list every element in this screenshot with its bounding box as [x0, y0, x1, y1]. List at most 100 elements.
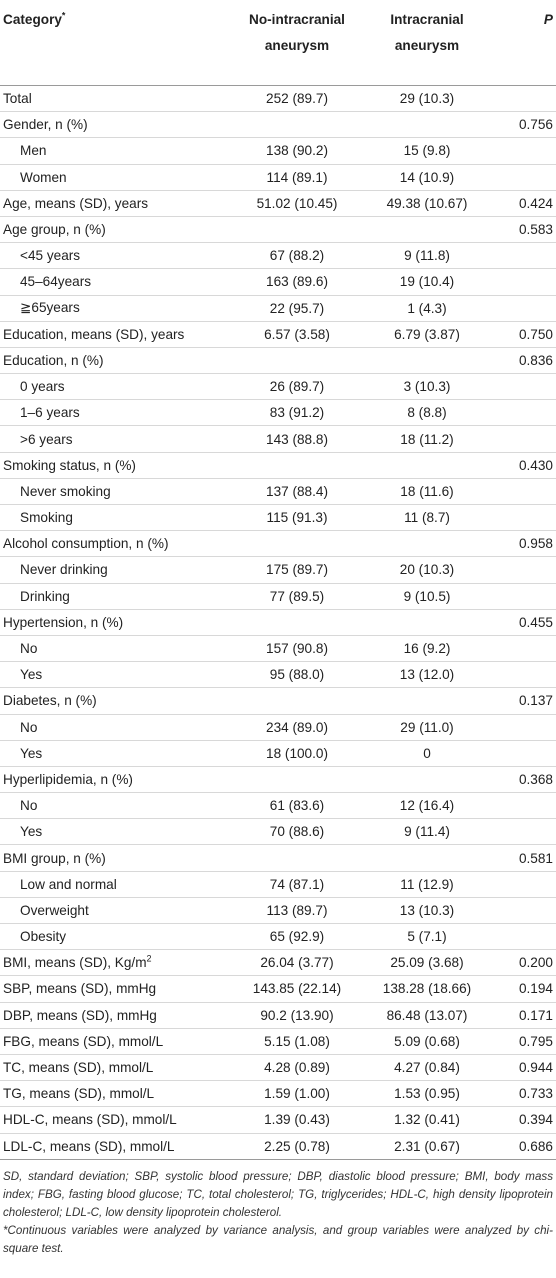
cell-p-value: 0.795 [492, 1028, 556, 1055]
table-row: Gender, n (%) 0.756 [0, 111, 556, 139]
table-footnotes: SD, standard deviation; SBP, systolic bl… [0, 1160, 556, 1258]
table-row: Age, means (SD), years 51.02 (10.45) 49.38… [0, 190, 556, 217]
cell-p-value [492, 714, 556, 741]
row-label: SBP, means (SD), mmHg [0, 975, 232, 1003]
table-row: BMI, means (SD), Kg/m2 26.04 (3.77) 25.09 … [0, 949, 556, 977]
cell-aneurysm: 5 (7.1) [362, 923, 492, 951]
table-row: 45–64years 163 (89.6) 19 (10.4) [0, 268, 556, 296]
cell-p-value: 0.137 [492, 687, 556, 715]
cell-p-value: 0.194 [492, 975, 556, 1003]
header-category-label: Category [3, 12, 62, 27]
cell-no-aneurysm: 4.28 (0.89) [232, 1054, 362, 1082]
cell-no-aneurysm: 95 (88.0) [232, 661, 362, 689]
row-label: <45 years [0, 242, 232, 270]
cell-aneurysm [362, 216, 492, 244]
row-label: TC, means (SD), mmol/L [0, 1054, 232, 1082]
cell-p-value [492, 85, 556, 113]
cell-p-value [492, 399, 556, 427]
table-row: <45 years 67 (88.2) 9 (11.8) [0, 242, 556, 270]
row-label: No [0, 714, 232, 741]
cell-no-aneurysm: 143 (88.8) [232, 425, 362, 453]
cell-p-value: 0.200 [492, 949, 556, 977]
cell-aneurysm: 29 (11.0) [362, 714, 492, 741]
row-label: HDL-C, means (SD), mmol/L [0, 1106, 232, 1134]
row-label: BMI group, n (%) [0, 844, 232, 872]
row-label: Age group, n (%) [0, 216, 232, 244]
cell-no-aneurysm: 1.39 (0.43) [232, 1106, 362, 1134]
row-label: 1–6 years [0, 399, 232, 427]
cell-p-value [492, 504, 556, 532]
cell-p-value [492, 635, 556, 663]
cell-no-aneurysm: 143.85 (22.14) [232, 975, 362, 1003]
cell-aneurysm: 18 (11.6) [362, 478, 492, 506]
row-label: Diabetes, n (%) [0, 687, 232, 715]
cell-p-value: 0.424 [492, 190, 556, 217]
cell-aneurysm: 9 (11.8) [362, 242, 492, 270]
table-row: SBP, means (SD), mmHg 143.85 (22.14) 138.2… [0, 975, 556, 1003]
table-row: No 157 (90.8) 16 (9.2) [0, 635, 556, 663]
cell-no-aneurysm: 175 (89.7) [232, 556, 362, 584]
row-label: Overweight [0, 897, 232, 925]
cell-aneurysm: 9 (11.4) [362, 818, 492, 846]
table-row: Yes 18 (100.0) 0 [0, 740, 556, 767]
cell-p-value: 0.394 [492, 1106, 556, 1134]
cell-p-value: 0.750 [492, 321, 556, 348]
table-row: Women 114 (89.1) 14 (10.9) [0, 164, 556, 191]
cell-no-aneurysm [232, 687, 362, 715]
cell-no-aneurysm: 67 (88.2) [232, 242, 362, 270]
row-label: Low and normal [0, 871, 232, 898]
cell-p-value [492, 295, 556, 322]
cell-p-value: 0.733 [492, 1080, 556, 1108]
cell-p-value [492, 556, 556, 584]
cell-aneurysm: 11 (12.9) [362, 871, 492, 898]
cell-no-aneurysm: 252 (89.7) [232, 85, 362, 113]
cell-aneurysm: 8 (8.8) [362, 399, 492, 427]
row-label: Smoking status, n (%) [0, 452, 232, 479]
cell-aneurysm [362, 530, 492, 558]
table-row: Never smoking 137 (88.4) 18 (11.6) [0, 478, 556, 506]
cell-no-aneurysm [232, 111, 362, 139]
row-label: Education, n (%) [0, 347, 232, 375]
header-row: Category* No-intracranial aneurysm Intra… [0, 0, 556, 86]
cell-p-value [492, 373, 556, 401]
table-row: Total 252 (89.7) 29 (10.3) [0, 85, 556, 113]
cell-no-aneurysm: 1.59 (1.00) [232, 1080, 362, 1108]
cell-no-aneurysm: 26 (89.7) [232, 373, 362, 401]
row-label: 45–64years [0, 268, 232, 296]
cell-no-aneurysm [232, 530, 362, 558]
table-row: No 61 (83.6) 12 (16.4) [0, 792, 556, 820]
row-label: BMI, means (SD), Kg/m2 [0, 949, 232, 977]
table-row: Overweight 113 (89.7) 13 (10.3) [0, 897, 556, 925]
row-label: Smoking [0, 504, 232, 532]
row-label: No [0, 635, 232, 663]
cell-no-aneurysm: 163 (89.6) [232, 268, 362, 296]
cell-aneurysm: 3 (10.3) [362, 373, 492, 401]
cell-aneurysm: 12 (16.4) [362, 792, 492, 820]
cell-aneurysm: 29 (10.3) [362, 85, 492, 113]
cell-p-value [492, 792, 556, 820]
cell-no-aneurysm: 26.04 (3.77) [232, 949, 362, 977]
cell-p-value [492, 818, 556, 846]
cell-aneurysm [362, 111, 492, 139]
cell-no-aneurysm [232, 766, 362, 794]
cell-no-aneurysm [232, 844, 362, 872]
table-row: Alcohol consumption, n (%) 0.958 [0, 530, 556, 558]
cell-no-aneurysm: 5.15 (1.08) [232, 1028, 362, 1055]
cell-p-value [492, 137, 556, 165]
cell-p-value [492, 164, 556, 191]
cell-aneurysm: 138.28 (18.66) [362, 975, 492, 1003]
header-no-aneurysm: No-intracranial aneurysm [232, 0, 362, 86]
table-row: Obesity 65 (92.9) 5 (7.1) [0, 923, 556, 951]
cell-aneurysm: 13 (12.0) [362, 661, 492, 689]
table-row: 0 years 26 (89.7) 3 (10.3) [0, 373, 556, 401]
cell-aneurysm: 5.09 (0.68) [362, 1028, 492, 1055]
header-category: Category* [0, 0, 232, 86]
cell-aneurysm [362, 609, 492, 636]
cell-no-aneurysm [232, 609, 362, 636]
table-row: Never drinking 175 (89.7) 20 (10.3) [0, 556, 556, 584]
table-row: Age group, n (%) 0.583 [0, 216, 556, 244]
cell-aneurysm [362, 452, 492, 479]
row-label: Obesity [0, 923, 232, 951]
table-row: DBP, means (SD), mmHg 90.2 (13.90) 86.48 (… [0, 1002, 556, 1029]
footnote-abbreviations: SD, standard deviation; SBP, systolic bl… [3, 1169, 553, 1219]
